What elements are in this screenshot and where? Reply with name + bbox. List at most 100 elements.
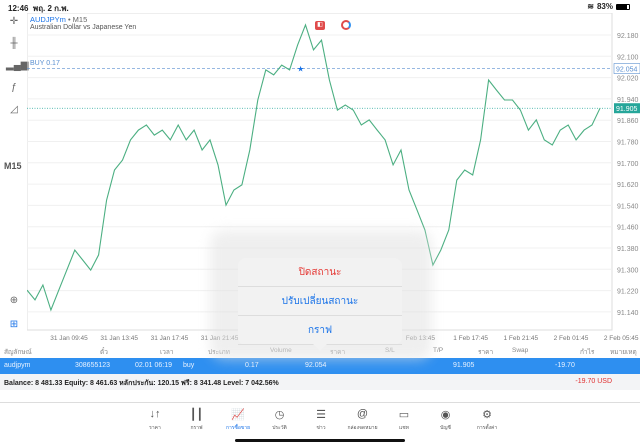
tab-label: แชท (399, 425, 409, 431)
bottom-tab-bar: ↓↑ ราคา ┃┃ กราฟ 📈 การซื้อขาย ◷ ประวัติ ☰ ข่าว @ กล่… (0, 402, 640, 437)
price-series-line (27, 23, 601, 312)
y-tick-label: 91.540 (617, 203, 639, 210)
tab-label: ราคา (149, 425, 161, 431)
x-tick-label: 31 Jan 17:45 (151, 335, 189, 342)
tab-label: กล่องจดหมาย (347, 425, 378, 431)
x-tick-label: 31 Jan 13:45 (100, 335, 138, 342)
y-tick-label: 91.620 (617, 182, 639, 189)
chart-canvas[interactable]: 92.180 92.100 92.020 91.940 91.860 91.780 91.7… (27, 13, 640, 343)
clock: 12:46 (8, 4, 29, 13)
bid-price-tag (614, 103, 640, 114)
tab-account[interactable]: ◉ บัญชี (426, 408, 466, 432)
tab-news[interactable]: ☰ ข่าว (301, 408, 341, 432)
column-header[interactable]: เวลา (160, 349, 174, 356)
balance-bar: Balance: 8 481.33 Equity: 8 461.63 หลักป… (0, 374, 640, 390)
buy-price-tag (613, 63, 640, 74)
timeframe-button[interactable]: M15 (4, 161, 22, 171)
y-tick-label: 91.940 (617, 97, 639, 104)
x-tick-label: 1 Feb 21:45 (503, 335, 538, 342)
column-header[interactable]: กำไร (580, 349, 595, 356)
status-bar: 12:46 พฤ. 2 ก.พ. ≋ 83% (0, 0, 640, 13)
price-chart[interactable]: 92.180 92.100 92.020 91.940 91.860 91.780 91.7… (27, 13, 640, 343)
y-tick-label: 91.220 (617, 289, 639, 296)
y-tick-label: 91.300 (617, 267, 639, 274)
sell-badge-icon[interactable]: ◧ (315, 21, 325, 30)
tab-label: บัญชี (440, 425, 451, 431)
x-tick-label: 1 Feb 17:45 (453, 335, 488, 342)
one-click-icon[interactable] (341, 20, 351, 30)
popup-caret (313, 344, 327, 351)
cell: 91.905 (453, 362, 475, 369)
account-icon: ◉ (440, 409, 451, 421)
tab-settings[interactable]: ⚙ การตั้งค่า (467, 408, 507, 432)
column-header[interactable]: สัญลักษณ์ (4, 349, 32, 356)
buy-entry-marker: ★ (297, 65, 304, 74)
cell: 308655123 (75, 362, 111, 369)
buy-line-label: BUY 0.17 (30, 60, 60, 67)
chart-toolbar: ✛ ╫ ▂▄▆ ƒ ◿ M15 ⊕ ⊞ (0, 13, 29, 343)
x-tick-label: 2 Feb 05:45 (604, 335, 639, 342)
mailbox-icon: @ (356, 408, 369, 420)
y-tick-label: 91.380 (617, 246, 639, 253)
y-tick-label: 92.020 (617, 76, 639, 83)
tab-chat[interactable]: ▭ แชท (384, 408, 424, 432)
chart-description: Australian Dollar vs Japanese Yen (30, 24, 137, 31)
x-tick-label: 31 Jan 09:45 (50, 335, 88, 342)
column-header[interactable]: หมายเหตุ (610, 349, 637, 356)
trade-icon[interactable]: ⊞ (9, 319, 19, 330)
cell: -19.70 (555, 362, 575, 369)
y-tick-label: 91.700 (617, 161, 639, 168)
battery-percent: 83% (596, 2, 613, 11)
y-tick-label: 91.140 (617, 310, 639, 317)
y-tick-label: 92.180 (617, 33, 639, 40)
indicators-icon[interactable]: ▂▄▆ (6, 60, 29, 71)
chart-symbol: AUDJPYm • M15 (30, 15, 88, 24)
cell: audjpym (4, 362, 31, 369)
cell: buy (183, 362, 195, 369)
column-header[interactable]: T/P (433, 347, 444, 354)
column-header[interactable]: ตั๋ว (100, 349, 108, 356)
column-header[interactable]: ราคา (478, 349, 494, 356)
tab-label: ประวัติ (272, 425, 287, 431)
x-tick-label: 2 Feb 01:45 (554, 335, 589, 342)
tab-quotes[interactable]: ↓↑ ราคา (135, 408, 175, 432)
wifi-icon: ≋ (587, 2, 594, 11)
home-indicator (235, 439, 405, 442)
y-tick-label: 91.460 (617, 225, 639, 232)
y-tick-label: 91.860 (617, 118, 639, 125)
chart-menu-item[interactable]: กราฟ (238, 316, 402, 345)
chat-icon: ▭ (398, 409, 410, 421)
column-header[interactable]: Swap (512, 347, 529, 354)
modify-position-menu-item[interactable]: ปรับเปลี่ยนสถานะ (238, 287, 402, 316)
function-icon[interactable]: ƒ (11, 82, 17, 93)
tab-label: ข่าว (316, 425, 326, 431)
cell: 92.054 (305, 362, 327, 369)
tab-label: การตั้งค่า (476, 425, 498, 431)
trade-icon: 📈 (231, 409, 245, 421)
y-tick-label: 91.780 (617, 140, 639, 147)
cell: 02.01 06:19 (135, 362, 172, 369)
history-icon: ◷ (274, 409, 285, 421)
battery-icon (616, 3, 630, 10)
position-context-menu: ปิดสถานะ ปรับเปลี่ยนสถานะ กราฟ (238, 258, 402, 351)
date: พฤ. 2 ก.พ. (32, 4, 69, 13)
y-tick-label: 92.100 (617, 54, 639, 61)
tab-chart[interactable]: ┃┃ กราฟ (177, 408, 217, 432)
position-row[interactable]: audjpym 308655123 02.01 06:19 buy 0.17 92.054… (0, 358, 640, 374)
tab-trade[interactable]: 📈 การซื้อขาย (218, 408, 258, 432)
buy-price-tag-label: 92.054 (616, 67, 638, 74)
news-icon: ☰ (316, 409, 326, 421)
objects-icon[interactable]: ◿ (10, 104, 18, 115)
close-position-menu-item[interactable]: ปิดสถานะ (238, 258, 402, 287)
total-profit: -19.70 USD (575, 378, 612, 385)
tab-history[interactable]: ◷ ประวัติ (260, 408, 300, 432)
tab-label: กราฟ (190, 425, 203, 431)
cell: 0.17 (245, 362, 259, 369)
settings-icon: ⚙ (482, 409, 492, 421)
bid-price-tag-label: 91.905 (616, 106, 638, 113)
crosshair-icon[interactable]: ✛ (9, 16, 19, 27)
candlestick-icon[interactable]: ╫ (10, 38, 18, 49)
chart-icon: ┃┃ (189, 409, 204, 421)
zoom-icon[interactable]: ⊕ (9, 295, 19, 306)
tab-mailbox[interactable]: @ กล่องจดหมาย (343, 408, 383, 432)
